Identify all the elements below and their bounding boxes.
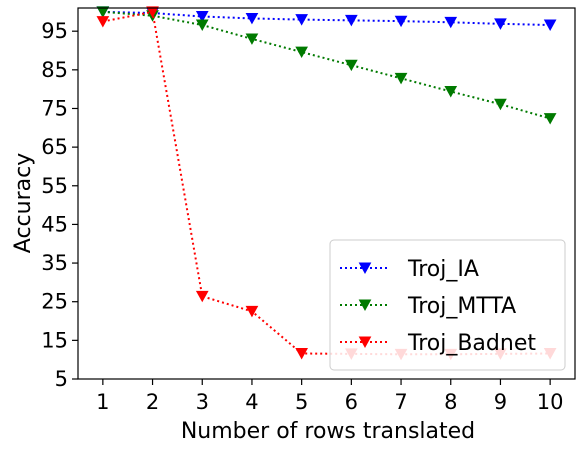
x-tick-label: 3 xyxy=(196,390,209,414)
legend-entry: Troj_MTTA xyxy=(340,294,516,319)
legend-label: Troj_Badnet xyxy=(407,331,536,356)
legend: Troj_IA Troj_MTTA Troj_Badnet xyxy=(329,239,566,371)
data-point xyxy=(444,16,458,29)
axes-frame xyxy=(77,7,576,380)
series-line xyxy=(102,10,551,120)
legend-box xyxy=(329,239,566,371)
legend-label: Troj_IA xyxy=(407,257,479,282)
y-axis-title: Accuracy xyxy=(11,153,36,253)
data-point xyxy=(543,113,557,125)
y-tick-label: 15 xyxy=(41,328,68,352)
x-tick-label: 10 xyxy=(537,390,564,414)
data-point xyxy=(394,72,408,85)
data-point xyxy=(245,33,259,45)
x-tick-label: 8 xyxy=(444,390,457,414)
y-tick-label: 65 xyxy=(41,135,68,159)
series-layer xyxy=(96,6,557,361)
series-Troj_MTTA xyxy=(96,6,557,125)
data-point xyxy=(146,6,159,18)
data-point xyxy=(195,11,209,23)
data-point xyxy=(345,59,358,72)
x-tick-label: 9 xyxy=(494,390,507,414)
data-point xyxy=(444,86,458,98)
data-point xyxy=(245,12,259,25)
x-tick-label: 1 xyxy=(96,390,109,414)
x-axis-title: Number of rows translated xyxy=(181,419,475,444)
x-tick-label: 5 xyxy=(295,390,308,414)
legend-marker xyxy=(358,262,372,274)
data-point xyxy=(295,348,308,360)
data-point xyxy=(195,290,209,303)
x-tick-label: 4 xyxy=(245,390,258,414)
legend-entry: Troj_Badnet xyxy=(340,331,536,356)
x-tick-label: 2 xyxy=(146,390,159,414)
data-point xyxy=(195,19,209,31)
y-tick-label: 75 xyxy=(41,96,68,120)
legend-marker xyxy=(358,336,372,348)
legend-label: Troj_MTTA xyxy=(407,294,516,319)
y-tick-label: 5 xyxy=(55,367,68,391)
data-point xyxy=(295,14,308,26)
data-point xyxy=(96,6,110,18)
y-tick-label: 25 xyxy=(41,290,68,314)
y-tick-label: 55 xyxy=(41,174,68,198)
data-point xyxy=(96,16,110,28)
x-tick-label: 6 xyxy=(345,390,358,414)
y-tick-label: 95 xyxy=(41,19,68,43)
y-tick-label: 85 xyxy=(41,58,68,82)
y-tick-label: 45 xyxy=(41,212,68,236)
data-point xyxy=(394,15,408,28)
data-point xyxy=(494,18,507,30)
data-point xyxy=(543,19,557,31)
data-point xyxy=(245,305,259,318)
x-tick-label: 7 xyxy=(394,390,407,414)
y-tick-label: 35 xyxy=(41,251,68,275)
data-point xyxy=(295,46,308,59)
data-point xyxy=(494,98,507,111)
legend-entry: Troj_IA xyxy=(340,257,479,282)
data-point xyxy=(345,14,358,27)
legend-marker xyxy=(358,299,372,311)
